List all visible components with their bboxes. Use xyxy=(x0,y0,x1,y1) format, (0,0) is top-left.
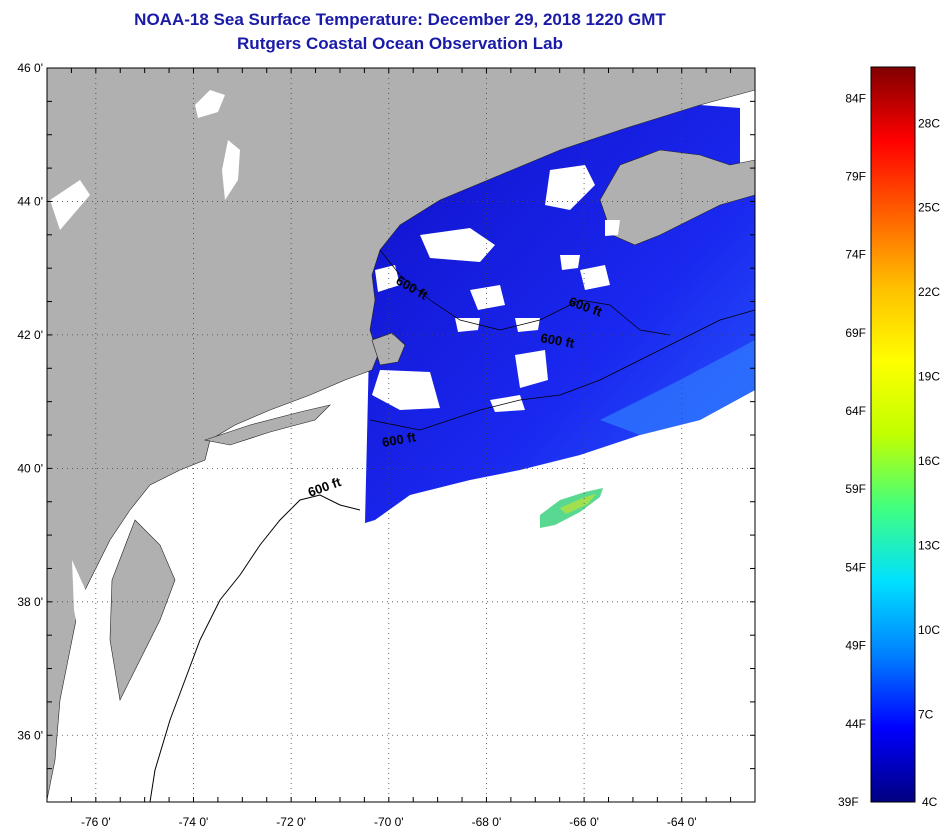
colorbar-f-label: 69F xyxy=(845,326,866,340)
isobath-gulf-of-maine xyxy=(379,249,671,336)
map-subtitle: Rutgers Coastal Ocean Observation Lab xyxy=(237,34,563,53)
water-features xyxy=(50,90,240,700)
colorbar-fahrenheit-labels: 84F 79F 74F 69F 64F 59F 54F 49F 44F xyxy=(845,91,866,731)
colorbar-c-label: 10C xyxy=(918,623,940,637)
colorbar-f-label: 49F xyxy=(845,639,866,653)
lat-label: 40 0' xyxy=(17,461,43,475)
axis-ticks xyxy=(46,67,756,803)
colorbar-celsius-labels: 28C 25C 22C 19C 16C 13C 10C 7C xyxy=(918,116,940,721)
isobath-600ft xyxy=(149,494,361,802)
lat-label: 36 0' xyxy=(17,728,43,742)
contour-label: 600 ft xyxy=(381,429,418,450)
colorbar-f-label: 59F xyxy=(845,482,866,496)
lon-label: -74 0' xyxy=(179,815,209,829)
lat-label: 46 0' xyxy=(17,61,43,75)
isobath-600ft-offshore xyxy=(369,309,755,431)
lat-label: 38 0' xyxy=(17,595,43,609)
land-long-island xyxy=(203,404,331,446)
warm-eddy-core xyxy=(560,494,596,514)
lon-label: -70 0' xyxy=(374,815,404,829)
colorbar-f-label: 84F xyxy=(845,91,866,105)
colorbar-f-label: 79F xyxy=(845,169,866,183)
lon-label: -76 0' xyxy=(81,815,111,829)
colorbar-min-c: 4C xyxy=(922,795,938,809)
map-title: NOAA-18 Sea Surface Temperature: Decembe… xyxy=(134,10,666,29)
lat-label: 42 0' xyxy=(17,328,43,342)
colorbar-c-label: 22C xyxy=(918,285,940,299)
contour-label: 600 ft xyxy=(539,330,576,351)
colorbar-c-label: 13C xyxy=(918,539,940,553)
lon-label: -64 0' xyxy=(667,815,697,829)
colorbar-c-label: 16C xyxy=(918,454,940,468)
colorbar-c-label: 25C xyxy=(918,201,940,215)
colorbar-f-label: 44F xyxy=(845,717,866,731)
colorbar-c-label: 19C xyxy=(918,370,940,384)
land-delmarva xyxy=(109,519,176,701)
lat-label: 44 0' xyxy=(17,194,43,208)
sst-warm-band xyxy=(600,340,755,435)
map-area xyxy=(47,68,755,802)
colorbar-f-label: 74F xyxy=(845,248,866,262)
colorbar-f-label: 54F xyxy=(845,560,866,574)
land xyxy=(47,68,755,801)
colorbar xyxy=(870,66,916,803)
lon-label: -66 0' xyxy=(569,815,599,829)
lon-label: -72 0' xyxy=(276,815,306,829)
lon-label: -68 0' xyxy=(472,815,502,829)
lat-labels: 46 0' 44 0' 42 0' 40 0' 38 0' 36 0' xyxy=(17,61,43,742)
colorbar-c-label: 7C xyxy=(918,707,934,721)
colorbar-min-f: 39F xyxy=(838,795,859,809)
graticule xyxy=(47,68,755,802)
colorbar-c-label: 28C xyxy=(918,116,940,130)
lon-labels: -76 0' -74 0' -72 0' -70 0' -68 0' -66 0' -64 … xyxy=(81,815,697,829)
land-nova-scotia xyxy=(599,149,755,246)
colorbar-f-label: 64F xyxy=(845,404,866,418)
